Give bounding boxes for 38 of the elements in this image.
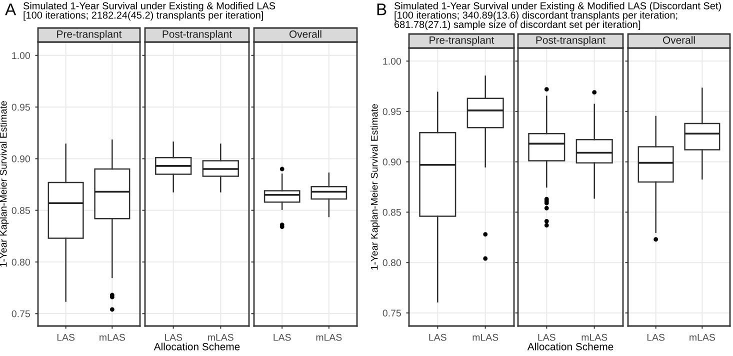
- x-tick-label: mLAS: [208, 334, 234, 341]
- y-tick-label: 0.85: [12, 207, 30, 214]
- chart-title: Overall: [662, 36, 695, 44]
- x-tick-label: mLAS: [316, 334, 342, 341]
- x-tick-label: mLAS: [100, 334, 125, 341]
- x-tick-label: LAS: [57, 334, 75, 341]
- y-tick-label: 0.80: [12, 258, 30, 266]
- y-tick-label: 0.75: [12, 310, 30, 318]
- text: A: [5, 4, 16, 16]
- y-axis-title: 1-Year Kaplan-Meier Survival Estimate: [370, 104, 380, 270]
- x-tick-label: LAS: [164, 334, 182, 341]
- x-tick-label: mLAS: [582, 334, 608, 341]
- text: B: [377, 4, 386, 16]
- x-tick-label: LAS: [274, 334, 291, 341]
- chart-title: Post-transplant: [536, 36, 606, 46]
- y-tick-label: 0.95: [382, 108, 401, 116]
- text: Simulated 1-Year Survival under Existing & Modified LAS (Discordant Set) [100 iterations; 340.89(13.6) discordant transplants per iteration; 681.78(27.1) sample size of discordant set per iteration]: [394, 2, 721, 30]
- y-tick-label: 0.90: [12, 155, 30, 162]
- y-axis-title: 1-Year Kaplan-Meier Survival Estimate: [0, 101, 9, 267]
- text: Simulated 1-Year Survival under Existing & Modified LAS [100 iterations; 2182.24(45.2) transplants per iteration]: [23, 2, 276, 21]
- x-tick-label: LAS: [429, 334, 446, 341]
- x-tick-label: mLAS: [472, 334, 498, 341]
- y-tick-label: 0.95: [12, 104, 30, 111]
- x-tick-label: LAS: [647, 334, 665, 341]
- chart-title: Post-transplant: [162, 30, 232, 40]
- y-tick-label: 0.85: [382, 208, 401, 216]
- y-tick-label: 0.90: [382, 158, 401, 166]
- y-tick-label: 0.75: [382, 310, 401, 317]
- chart-title: Pre-transplant: [57, 30, 122, 40]
- y-tick-label: 0.80: [382, 259, 401, 266]
- x-axis-title: Allocation Scheme: [154, 342, 240, 350]
- x-axis-title: Allocation Scheme: [527, 342, 614, 350]
- x-tick-label: mLAS: [690, 334, 715, 341]
- y-tick-label: 1.00: [383, 58, 401, 65]
- chart-title: Overall: [289, 30, 322, 38]
- y-tick-label: 1.00: [12, 52, 30, 60]
- x-tick-label: LAS: [538, 334, 556, 341]
- chart-title: Pre-transplant: [430, 36, 494, 46]
